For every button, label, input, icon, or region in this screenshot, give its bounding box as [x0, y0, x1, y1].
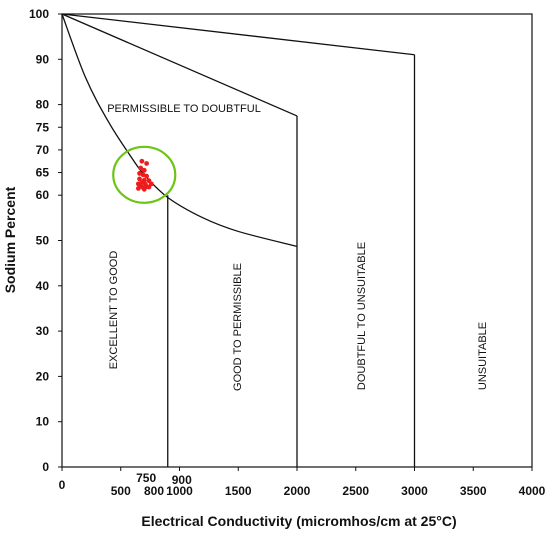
y-tick-label: 90: [36, 52, 50, 66]
data-point: [144, 173, 150, 179]
x-tick-label: 500: [111, 484, 131, 498]
region-permissible-to-doubtful: PERMISSIBLE TO DOUBTFUL: [107, 103, 261, 115]
data-point: [144, 161, 150, 166]
y-tick-label: 65: [36, 166, 50, 180]
data-points: [135, 158, 154, 192]
data-point: [141, 186, 147, 192]
y-tick-label: 100: [29, 7, 49, 21]
highlight-ellipse-layer: [112, 145, 177, 204]
y-tick-label: 70: [36, 143, 50, 157]
x-tick-label: 900: [172, 473, 192, 487]
doubtful-unsuitable-line: [61, 13, 415, 56]
data-point: [139, 158, 145, 164]
x-tick-label: 1000: [166, 484, 193, 498]
x-tick-label: 2000: [284, 484, 311, 498]
permissible-doubtful-line: [61, 13, 298, 117]
x-tick-label: 3000: [401, 484, 428, 498]
y-tick-label: 10: [36, 415, 50, 429]
data-point: [135, 186, 141, 191]
x-tick-label: 2500: [342, 484, 369, 498]
excellent-good-curve: [61, 13, 298, 248]
y-axis-title: Sodium Percent: [2, 186, 18, 293]
x-tick-label: 1500: [225, 484, 252, 498]
y-tick-label: 80: [36, 98, 50, 112]
x-tick-label: 3500: [460, 484, 487, 498]
data-point: [138, 165, 144, 171]
data-point: [137, 176, 142, 182]
x-tick-label: 4000: [519, 484, 546, 498]
y-tick-label: 30: [36, 324, 50, 338]
y-tick-label: 20: [36, 369, 50, 383]
highlight-ellipse: [112, 145, 177, 204]
x-tick-label: 0: [59, 478, 66, 492]
region-unsuitable: UNSUITABLE: [477, 322, 489, 390]
data-point: [141, 167, 147, 173]
y-tick-label: 50: [36, 234, 50, 248]
region-doubtful-to-unsuitable: DOUBTFUL TO UNSUITABLE: [356, 242, 368, 390]
data-point: [146, 184, 152, 190]
x-tick-label: 750: [136, 471, 156, 485]
region-excellent-to-good: EXCELLENT TO GOOD: [108, 251, 120, 370]
y-tick-label: 0: [42, 460, 49, 474]
x-axis-title: Electrical Conductivity (micromhos/cm at…: [141, 513, 456, 529]
y-tick-label: 40: [36, 279, 50, 293]
region-good-to-permissible: GOOD TO PERMISSIBLE: [232, 263, 244, 391]
classification-boundaries: [61, 13, 416, 467]
y-axis-ticks: 0 10 20 30 40 50 60 65 70 75 80 90 100: [29, 7, 62, 474]
y-tick-label: 60: [36, 188, 50, 202]
region-labels: PERMISSIBLE TO DOUBTFUL EXCELLENT TO GOOD…: [107, 103, 489, 391]
x-tick-label: 800: [144, 484, 164, 498]
y-tick-label: 75: [36, 120, 50, 134]
